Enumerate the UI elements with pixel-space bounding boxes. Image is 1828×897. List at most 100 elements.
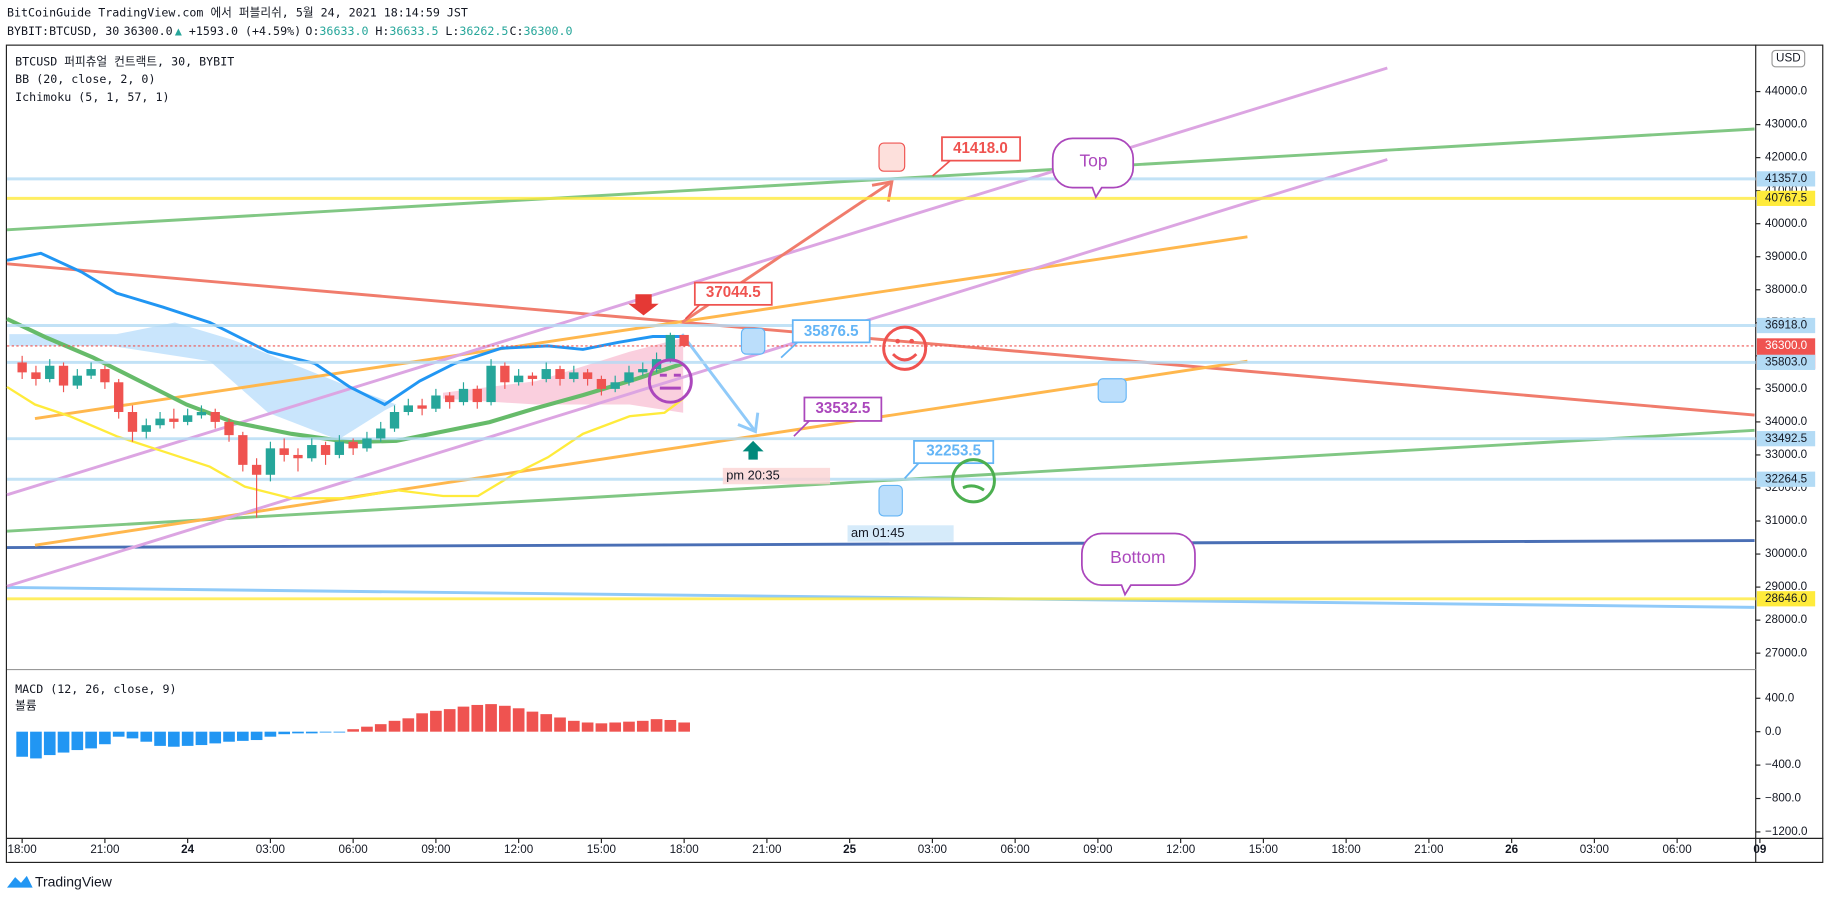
emoji [882, 325, 928, 371]
callout [803, 396, 883, 422]
up-marker [742, 440, 764, 460]
callout-text: 41418.0 [953, 140, 1008, 157]
candle-body [196, 412, 207, 416]
macd-tick-label: 0.0 [1765, 725, 1782, 738]
macd-bar [292, 731, 304, 734]
candle-body [638, 369, 648, 373]
close-label: C: [509, 24, 523, 38]
candle-body [17, 362, 27, 373]
candle-body [334, 441, 345, 455]
macd-bar [595, 723, 608, 732]
candle-body [141, 425, 151, 432]
arrow [680, 333, 757, 433]
low-label: L: [445, 24, 459, 38]
candle-body [486, 365, 496, 403]
macd-bar [636, 720, 649, 732]
x-tick-label: 06:00 [1001, 843, 1031, 856]
emoji [891, 353, 918, 362]
y-tick-label: 38000.0 [1765, 283, 1808, 296]
currency: USD [1776, 52, 1801, 65]
candle-body [472, 388, 482, 403]
price-label-bg [1756, 190, 1816, 206]
candle-body [513, 375, 524, 383]
legends: BTCUSD 퍼피츄얼 컨트랙트, 30, BYBIT BB (20, clos… [15, 49, 1806, 712]
cloud-blue [9, 322, 397, 440]
x-tick-label: 06:00 [339, 843, 369, 856]
legend-ichimoku: Ichimoku (5, 1, 57, 1) [15, 90, 169, 104]
x-tick-label: 09:00 [421, 843, 451, 856]
macd-bar [154, 731, 166, 746]
high-label: H: [375, 24, 389, 38]
y-tick-label: 30000.0 [1765, 547, 1808, 560]
y-tick-label: 33000.0 [1765, 448, 1808, 461]
candle-body [224, 421, 234, 436]
candle-body [58, 365, 69, 386]
callout-pointer [932, 159, 951, 177]
macd-bar [112, 731, 125, 737]
x-tick-label: 03:00 [256, 843, 286, 856]
macd-bar [540, 714, 553, 732]
candles [16, 332, 690, 759]
candle-body [555, 369, 565, 379]
price-label: 33492.5 [1765, 432, 1808, 445]
candle-body [86, 369, 96, 376]
candle-body [610, 382, 620, 389]
macd-bar [236, 731, 249, 741]
macd-bar [71, 731, 84, 751]
change: +1593.0 (+4.59%) [189, 24, 301, 38]
callout-text: 37044.5 [706, 284, 761, 301]
macd-bar [512, 708, 525, 732]
hand-icon [1097, 378, 1127, 403]
y-tick-label: 35000.0 [1765, 382, 1808, 395]
callout-text: 35876.5 [804, 323, 859, 340]
ichimoku-cloud [9, 322, 684, 440]
price-label: 28646.0 [1765, 592, 1808, 605]
y-tick-label: 27000.0 [1765, 646, 1808, 659]
callout-text: 32253.5 [926, 442, 981, 459]
legend-symbol: BTCUSD 퍼피츄얼 컨트랙트, 30, BYBIT [15, 55, 234, 69]
annotations: 41418.0 37044.5 35876.5 33532.5 32253.5 … [628, 136, 1196, 597]
macd-bar [30, 731, 42, 759]
y-tick-label: 43000.0 [1765, 118, 1808, 131]
macd-bar [609, 722, 622, 732]
emoji [951, 458, 996, 504]
macd-bar [278, 731, 291, 735]
candle-body [596, 378, 607, 389]
emoji [895, 338, 901, 344]
macd-bar [333, 731, 346, 733]
macd-bar [443, 709, 456, 732]
candle-body [265, 448, 276, 475]
candle-body [458, 388, 469, 403]
ichimoku-line [6, 385, 684, 500]
macd-bar [264, 731, 277, 737]
macd-bar [485, 704, 497, 732]
macd-tick-label: 400.0 [1765, 691, 1795, 704]
candle-body [569, 372, 579, 379]
candle-body [279, 448, 289, 455]
macd-bar [567, 720, 580, 732]
trend-line [6, 428, 1755, 533]
last: 36300.0 [124, 24, 173, 38]
macd-bar [43, 731, 56, 756]
candle-body [72, 375, 82, 386]
footer: TradingView [35, 874, 113, 890]
callout [941, 136, 1021, 162]
callout-text: 33532.5 [816, 400, 871, 417]
macd-tick-label: −1200.0 [1765, 825, 1808, 838]
time-box [847, 525, 954, 542]
macd-bar [471, 704, 484, 732]
y-tick-label: 28000.0 [1765, 613, 1808, 626]
x-tick-label: 09 [1753, 843, 1766, 856]
macd-bar [554, 717, 566, 732]
macd-bar [140, 731, 153, 742]
candle-body [45, 365, 55, 379]
price-label: 40767.5 [1765, 191, 1808, 204]
macd-bar [319, 731, 332, 733]
callout-pointer [684, 304, 701, 320]
candle-body [100, 369, 110, 383]
x-tick-label: 12:00 [1166, 843, 1196, 856]
candle-body [251, 464, 262, 475]
high: 36633.5 [389, 24, 438, 38]
macd-bar [57, 731, 70, 753]
candle-body [665, 334, 676, 360]
